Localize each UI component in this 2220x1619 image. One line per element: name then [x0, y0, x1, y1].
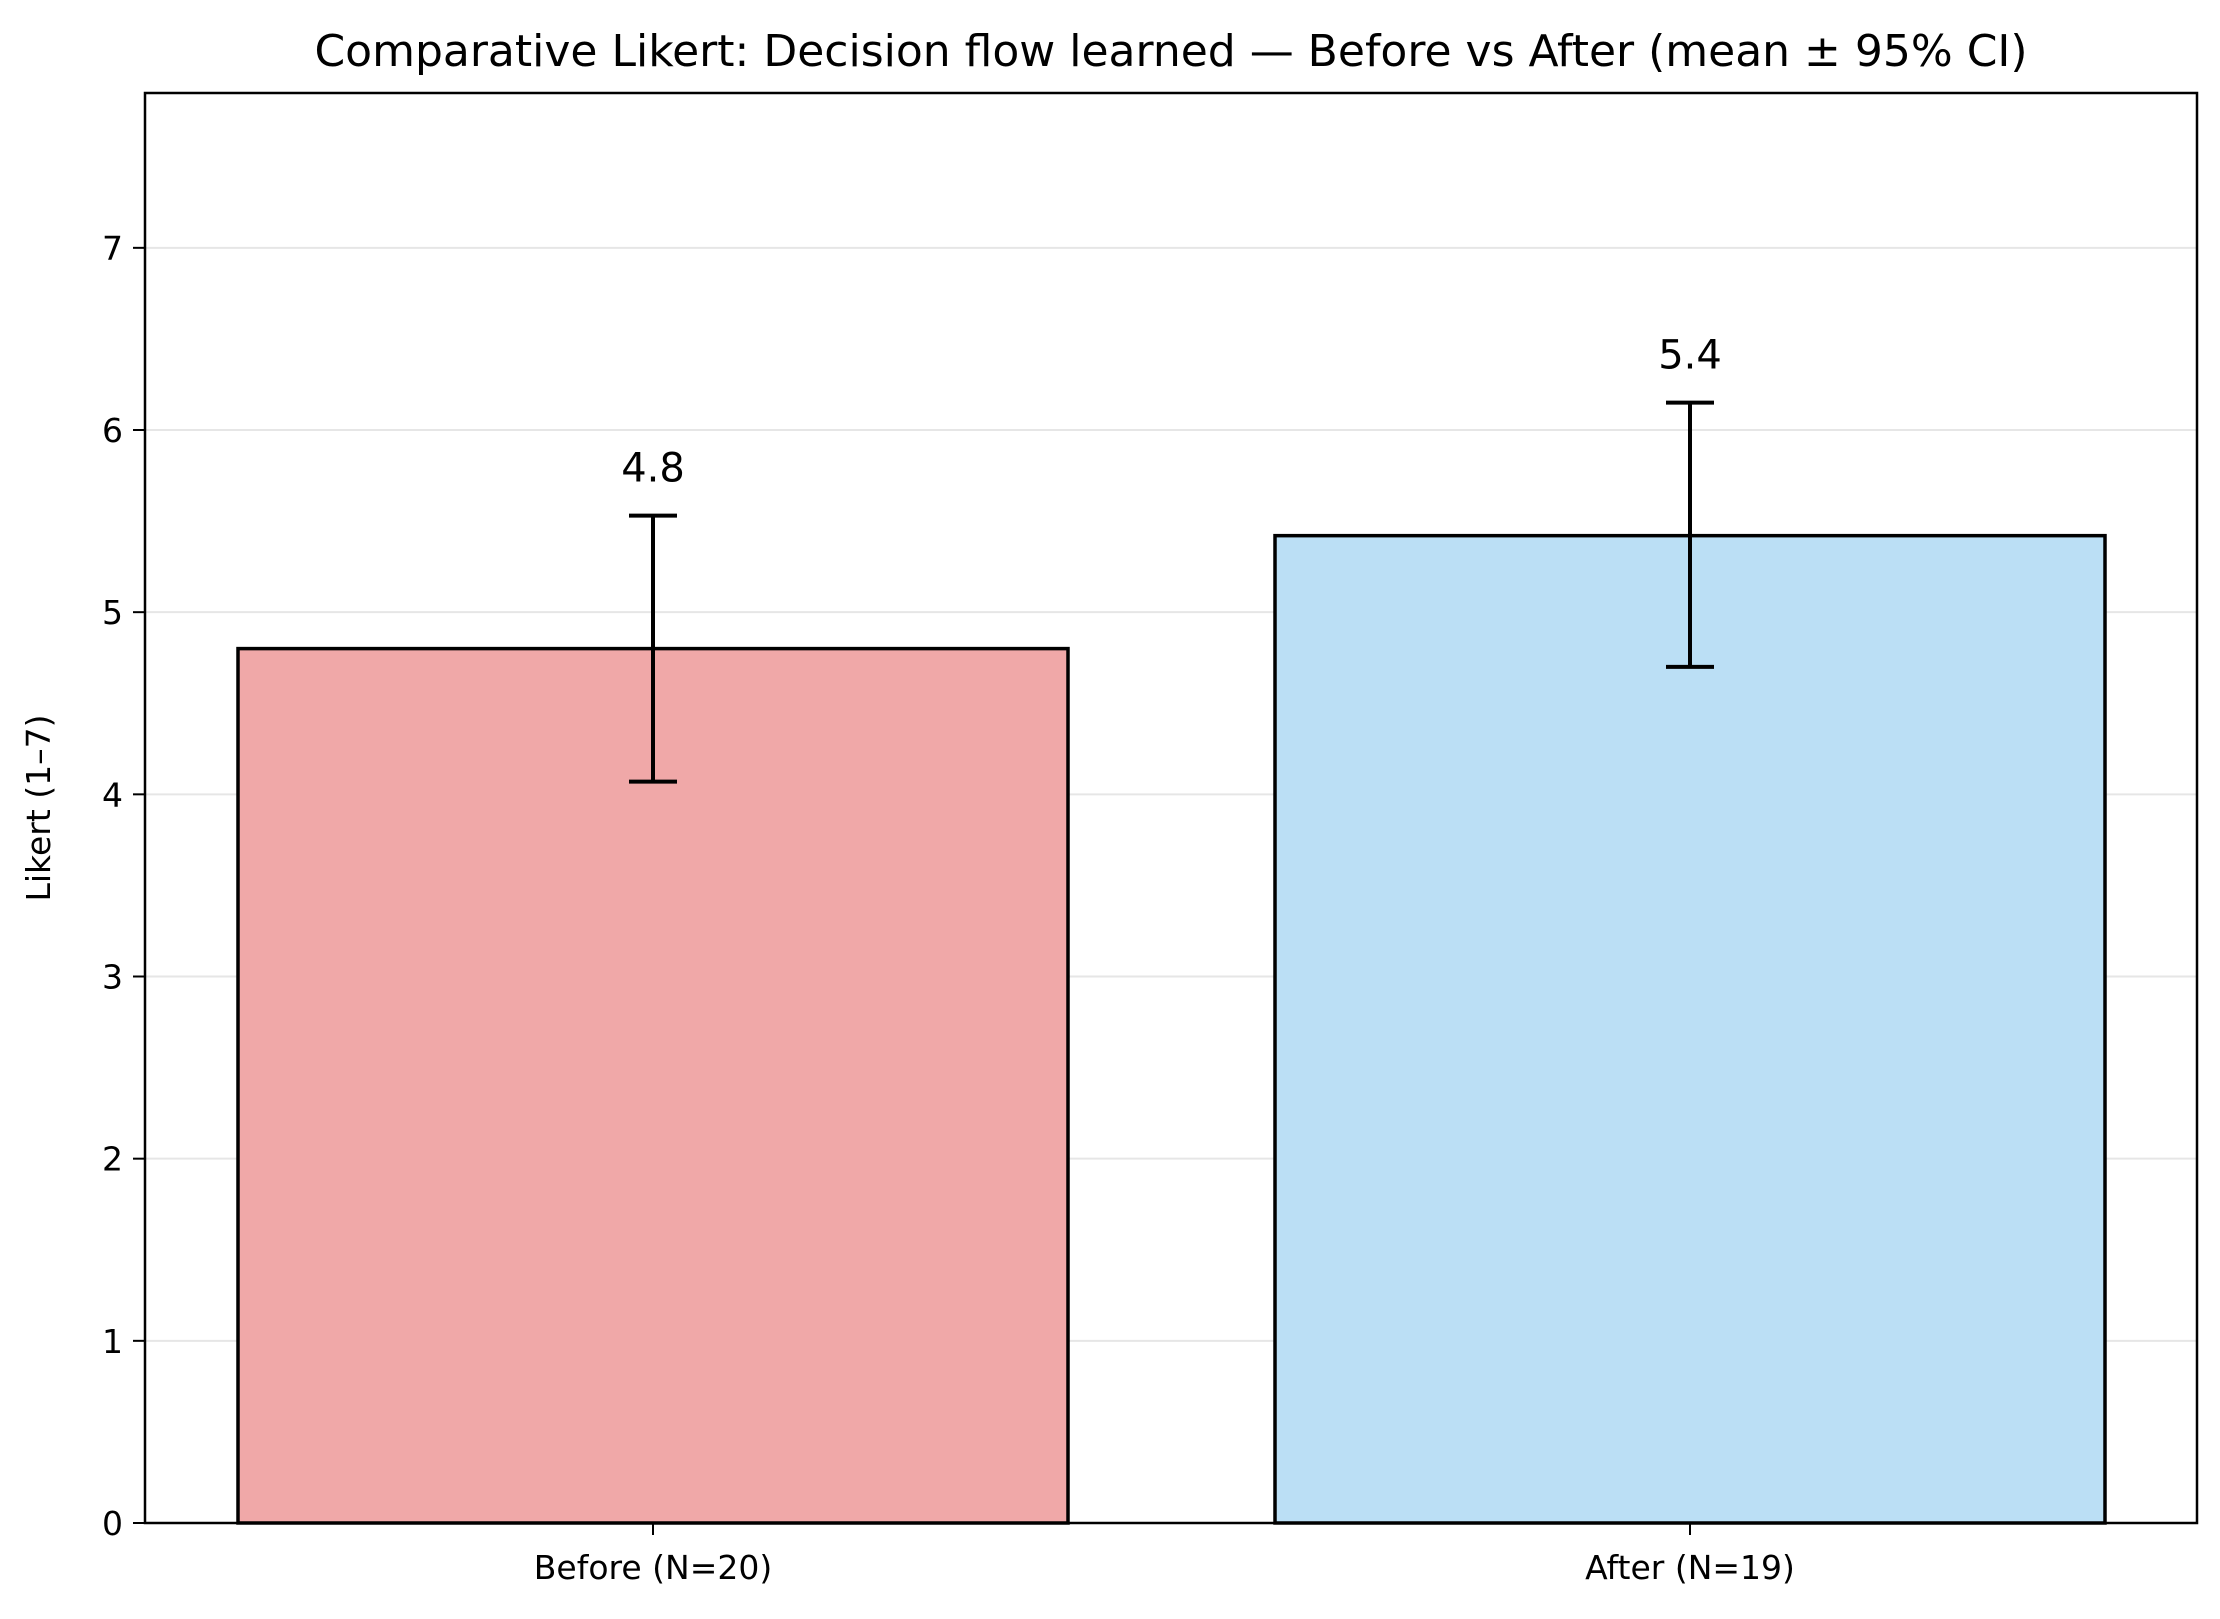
- data-label: 5.4: [1658, 333, 1722, 379]
- errorbars-layer: [629, 400, 1714, 784]
- chart-title: Comparative Likert: Decision flow learne…: [314, 26, 2027, 77]
- x-tick-label: Before (N=20): [534, 1548, 772, 1587]
- plot-frame: [143, 91, 2199, 1525]
- y-axis: 0 1 2 3 4 5 6 7: [102, 229, 145, 1543]
- data-label: 4.8: [621, 446, 685, 492]
- data-labels: 4.8 5.4: [621, 333, 1722, 492]
- y-tick-label: 2: [102, 1140, 123, 1179]
- y-tick-label: 0: [102, 1504, 123, 1543]
- y-tick-label: 7: [102, 229, 123, 268]
- y-tick-label: 6: [102, 411, 123, 450]
- bars-layer: [236, 533, 2107, 1525]
- bar-after: [1273, 533, 2107, 1525]
- y-tick-label: 1: [102, 1322, 123, 1361]
- x-axis: Before (N=20) After (N=19): [534, 1523, 1795, 1587]
- x-tick-label: After (N=19): [1585, 1548, 1795, 1587]
- y-axis-label: Likert (1–7): [19, 714, 58, 901]
- y-tick-label: 3: [102, 958, 123, 997]
- y-tick-label: 4: [102, 775, 123, 814]
- y-tick-label: 5: [102, 593, 123, 632]
